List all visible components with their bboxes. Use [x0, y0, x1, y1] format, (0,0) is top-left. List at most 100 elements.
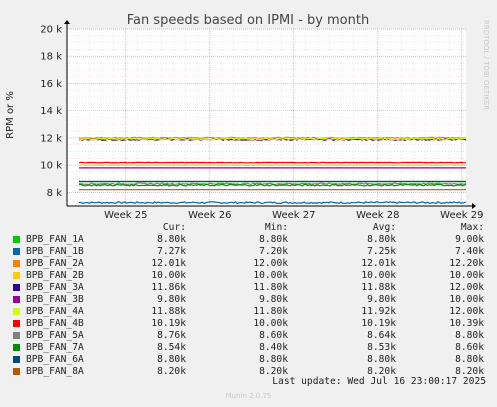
series-line: [78, 182, 467, 186]
legend-swatch: [13, 248, 20, 255]
legend-avg-value: 11.88k: [361, 282, 396, 293]
legend-series-name: BPB_FAN_4A: [26, 306, 84, 317]
series-line: [78, 183, 467, 187]
legend-swatch: [13, 308, 20, 315]
legend-header-min: Min:: [264, 222, 288, 233]
legend-header: Cur: Min: Avg: Max:: [12, 222, 490, 234]
legend-item: BPB_FAN_2A 12.01k 12.00k 12.01k 12.20k: [12, 258, 490, 270]
legend-cur-value: 8.76k: [157, 330, 186, 341]
legend-item: BPB_FAN_4B 10.19k 10.00k 10.19k 10.39k: [12, 318, 490, 330]
x-axis-arrow: [472, 203, 476, 209]
legend-item: BPB_FAN_7A 8.54k 8.40k 8.53k 8.60k: [12, 342, 490, 354]
legend-min-value: 10.00k: [253, 318, 288, 329]
legend-min-value: 9.80k: [259, 294, 288, 305]
legend-avg-value: 10.19k: [361, 318, 396, 329]
series-line: [78, 201, 467, 205]
legend-max-value: 8.80k: [455, 354, 484, 365]
legend-min-value: 11.80k: [253, 306, 288, 317]
y-tick-label: 18 k: [40, 52, 62, 63]
rrdtool-watermark: RRDTOOL / TOBI OETIKER: [482, 20, 490, 110]
legend-swatch: [13, 344, 20, 351]
legend-series-name: BPB_FAN_5A: [26, 330, 84, 341]
legend-avg-value: 11.92k: [361, 306, 396, 317]
legend-avg-value: 12.01k: [361, 258, 396, 269]
legend-avg-value: 8.20k: [367, 366, 396, 377]
legend-min-value: 8.60k: [259, 330, 288, 341]
legend-min-value: 11.80k: [253, 282, 288, 293]
legend-series-name: BPB_FAN_1A: [26, 234, 84, 245]
legend-max-value: 9.00k: [455, 234, 484, 245]
series-line: [78, 161, 467, 164]
legend-header-cur: Cur:: [162, 222, 186, 233]
legend-cur-value: 10.19k: [151, 318, 186, 329]
legend-series-name: BPB_FAN_2A: [26, 258, 84, 269]
legend-cur-value: 8.54k: [157, 342, 186, 353]
legend-swatch: [13, 236, 20, 243]
legend-avg-value: 8.80k: [367, 354, 396, 365]
legend-min-value: 7.20k: [259, 246, 288, 257]
legend-cur-value: 10.00k: [151, 270, 186, 281]
legend-cur-value: 8.20k: [157, 366, 186, 377]
legend-avg-value: 7.25k: [367, 246, 396, 257]
series-line: [78, 136, 467, 139]
y-tick-label: 20 k: [40, 25, 62, 36]
x-tick-label: Week 26: [188, 210, 231, 221]
legend-item: BPB_FAN_1B 7.27k 7.20k 7.25k 7.40k: [12, 246, 490, 258]
legend-header-avg: Avg:: [372, 222, 396, 233]
legend-max-value: 12.00k: [449, 306, 484, 317]
legend-cur-value: 11.86k: [151, 282, 186, 293]
y-tick-label: 8 k: [47, 188, 63, 199]
legend-cur-value: 12.01k: [151, 258, 186, 269]
legend: Cur: Min: Avg: Max: BPB_FAN_1A 8.80k 8.80k…: [12, 222, 490, 378]
legend-item: BPB_FAN_1A 8.80k 8.80k 8.80k 9.00k: [12, 234, 490, 246]
legend-swatch: [13, 320, 20, 327]
legend-series-name: BPB_FAN_1B: [26, 246, 84, 257]
legend-max-value: 10.00k: [449, 294, 484, 305]
legend-min-value: 8.80k: [259, 354, 288, 365]
legend-max-value: 8.80k: [455, 330, 484, 341]
last-update: Last update: Wed Jul 16 23:00:17 2025: [272, 376, 486, 387]
legend-series-name: BPB_FAN_3A: [26, 282, 84, 293]
legend-item: BPB_FAN_3A 11.86k 11.80k 11.88k 12.00k: [12, 282, 490, 294]
legend-min-value: 8.80k: [259, 234, 288, 245]
legend-avg-value: 8.80k: [367, 234, 396, 245]
legend-swatch: [13, 368, 20, 375]
legend-series-name: BPB_FAN_7A: [26, 342, 84, 353]
legend-item: BPB_FAN_6A 8.80k 8.80k 8.80k 8.80k: [12, 354, 490, 366]
legend-swatch: [13, 296, 20, 303]
legend-item: BPB_FAN_4A 11.88k 11.80k 11.92k 12.00k: [12, 306, 490, 318]
y-axis-label: RPM or %: [5, 91, 16, 139]
legend-cur-value: 11.88k: [151, 306, 186, 317]
legend-avg-value: 8.53k: [367, 342, 396, 353]
legend-item: BPB_FAN_8A 8.20k 8.20k 8.20k 8.20k: [12, 366, 490, 378]
legend-cur-value: 9.80k: [157, 294, 186, 305]
munin-version: Munin 2.0.75: [225, 392, 272, 400]
y-tick-label: 14 k: [40, 106, 62, 117]
legend-max-value: 12.00k: [449, 282, 484, 293]
legend-min-value: 12.00k: [253, 258, 288, 269]
legend-max-value: 10.00k: [449, 270, 484, 281]
series-line: [78, 137, 466, 141]
legend-item: BPB_FAN_2B 10.00k 10.00k 10.00k 10.00k: [12, 270, 490, 282]
legend-avg-value: 8.64k: [367, 330, 396, 341]
legend-min-value: 8.40k: [259, 342, 288, 353]
legend-series-name: BPB_FAN_2B: [26, 270, 84, 281]
legend-header-max: Max:: [460, 222, 484, 233]
legend-swatch: [13, 284, 20, 291]
legend-cur-value: 7.27k: [157, 246, 186, 257]
legend-series-name: BPB_FAN_4B: [26, 318, 84, 329]
y-tick-label: 10 k: [40, 161, 62, 172]
y-axis-arrow: [64, 20, 70, 24]
legend-swatch: [13, 260, 20, 267]
legend-cur-value: 8.80k: [157, 234, 186, 245]
legend-cur-value: 8.80k: [157, 354, 186, 365]
legend-max-value: 12.20k: [449, 258, 484, 269]
legend-min-value: 8.20k: [259, 366, 288, 377]
legend-series-name: BPB_FAN_6A: [26, 354, 84, 365]
legend-max-value: 10.39k: [449, 318, 484, 329]
x-tick-label: Week 27: [272, 210, 315, 221]
legend-max-value: 8.20k: [455, 366, 484, 377]
legend-max-value: 7.40k: [455, 246, 484, 257]
x-tick-label: Week 28: [356, 210, 399, 221]
legend-swatch: [13, 332, 20, 339]
